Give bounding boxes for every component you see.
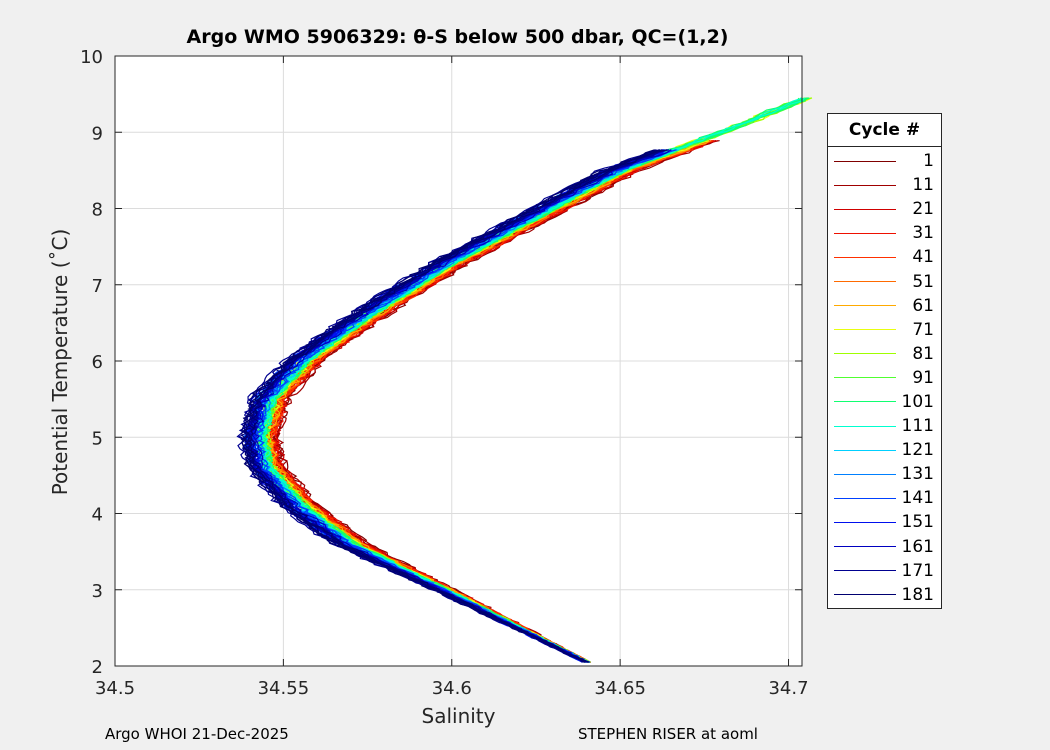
y-tick-label: 6 [92, 352, 103, 373]
x-tick-label: 34.5 [95, 678, 135, 699]
legend-entry: 111 [828, 414, 941, 438]
legend-entry: 81 [828, 342, 941, 366]
plot-frame [114, 55, 803, 667]
legend-swatch [834, 232, 896, 234]
legend-swatch [834, 160, 896, 162]
legend-swatch [834, 281, 896, 283]
legend-label: 121 [901, 440, 934, 461]
legend-label: 111 [901, 416, 934, 437]
legend: Cycle # 1 11 21 31 41 51 61 71 81 91 101 111 121 131 1… [827, 113, 942, 609]
legend-label: 181 [901, 584, 934, 605]
legend-entry: 121 [828, 438, 941, 462]
legend-swatch [834, 256, 896, 258]
x-tick-label: 34.65 [594, 678, 646, 699]
legend-entry: 181 [828, 583, 941, 607]
legend-label: 131 [901, 464, 934, 485]
legend-title: Cycle # [828, 114, 941, 147]
legend-label: 141 [901, 488, 934, 509]
legend-entry: 21 [828, 197, 941, 221]
legend-label: 81 [912, 343, 934, 364]
legend-entry: 101 [828, 390, 941, 414]
legend-swatch [834, 353, 896, 355]
y-tick-label: 9 [92, 123, 103, 144]
legend-label: 21 [912, 199, 934, 220]
x-tick-label: 34.6 [432, 678, 472, 699]
legend-label: 11 [912, 175, 934, 196]
y-tick-label: 10 [80, 47, 103, 68]
profile-line-cycle [246, 149, 667, 663]
legend-label: 171 [901, 560, 934, 581]
y-tick-label: 5 [92, 428, 103, 449]
legend-label: 41 [912, 247, 934, 268]
legend-swatch [834, 449, 896, 451]
x-axis-label: Salinity [421, 704, 496, 728]
legend-swatch [834, 594, 896, 596]
y-tick-label: 8 [92, 200, 103, 221]
legend-swatch [834, 184, 896, 186]
footer-left: Argo WHOI 21-Dec-2025 [105, 725, 289, 743]
legend-entry: 91 [828, 366, 941, 390]
legend-swatch [834, 425, 896, 427]
x-tick-label: 34.55 [258, 678, 310, 699]
footer-right: STEPHEN RISER at aoml [578, 725, 758, 743]
legend-entry: 131 [828, 462, 941, 486]
legend-swatch [834, 377, 896, 379]
x-tick-label: 34.7 [768, 678, 808, 699]
legend-swatch [834, 497, 896, 499]
y-tick-label: 2 [92, 657, 103, 678]
chart-title: Argo WMO 5906329: θ-S below 500 dbar, QC… [186, 26, 729, 48]
legend-label: 91 [912, 367, 934, 388]
legend-label: 151 [901, 512, 934, 533]
legend-entry: 61 [828, 294, 941, 318]
legend-entry: 31 [828, 221, 941, 245]
legend-entry: 141 [828, 486, 941, 510]
legend-swatch [834, 329, 896, 331]
legend-label: 31 [912, 223, 934, 244]
legend-swatch [834, 546, 896, 548]
legend-entry: 151 [828, 510, 941, 534]
legend-label: 1 [923, 151, 934, 172]
legend-label: 101 [901, 391, 934, 412]
legend-entry: 71 [828, 318, 941, 342]
legend-entry: 1 [828, 149, 941, 173]
profile-line-cycle [252, 149, 672, 663]
y-tick-label: 7 [92, 276, 103, 297]
y-tick-label: 3 [92, 581, 103, 602]
legend-swatch [834, 208, 896, 210]
profile-line-cycle [240, 149, 655, 663]
legend-label: 71 [912, 319, 934, 340]
legend-label: 51 [912, 271, 934, 292]
legend-entry: 51 [828, 269, 941, 293]
legend-swatch [834, 570, 896, 572]
legend-entry: 11 [828, 173, 941, 197]
legend-swatch [834, 401, 896, 403]
y-axis-label: Potential Temperature (˚C) [48, 228, 72, 496]
legend-entry: 161 [828, 535, 941, 559]
legend-swatch [834, 521, 896, 523]
legend-label: 61 [912, 295, 934, 316]
y-tick-label: 4 [92, 505, 103, 526]
legend-entry: 171 [828, 559, 941, 583]
legend-swatch [834, 305, 896, 307]
legend-label: 161 [901, 536, 934, 557]
legend-entry: 41 [828, 245, 941, 269]
legend-swatch [834, 473, 896, 475]
